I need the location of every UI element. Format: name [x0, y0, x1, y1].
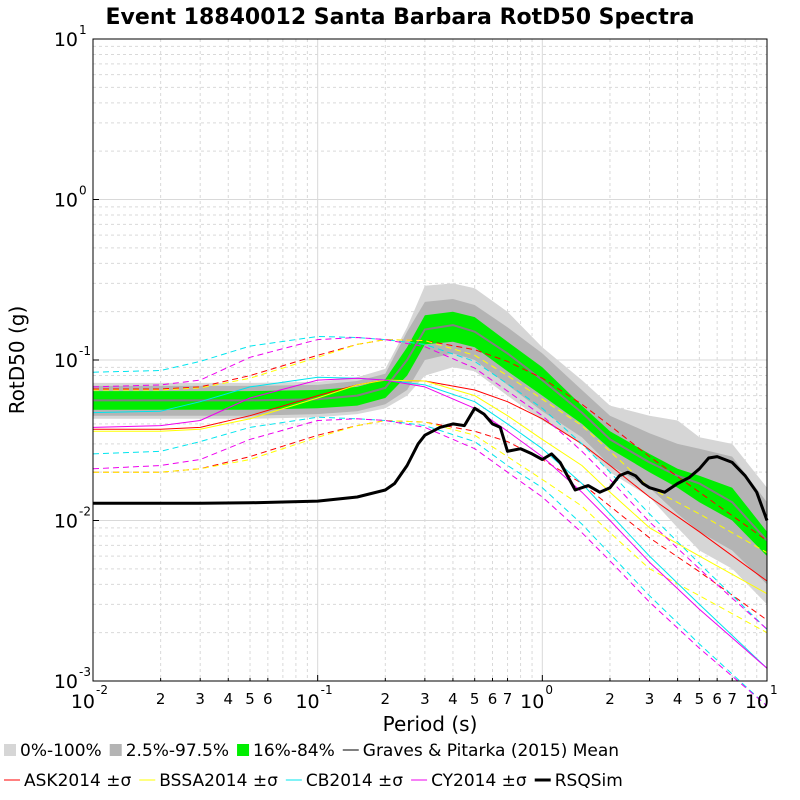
x-minor-tick-label: 6	[488, 690, 498, 708]
legend-label: ASK2014 ±σ	[24, 771, 131, 791]
legend-item-graves-pitarka-2015-mean: Graves & Pitarka (2015) Mean	[342, 741, 619, 761]
series-cb2014-dashed	[92, 416, 768, 707]
legend-item-2-5-97-5: 2.5%-97.5%	[109, 741, 229, 761]
legend-swatch	[4, 744, 16, 756]
x-minor-tick-label: 7	[727, 690, 737, 708]
legend-item-bssa2014: BSSA2014 ±σ	[139, 771, 278, 791]
x-minor-tick-label: 4	[448, 690, 458, 708]
series-rsqsim	[93, 406, 769, 522]
series-bssa2014-dashed	[93, 339, 768, 554]
series-cy2014	[92, 377, 768, 669]
series-ask2014	[93, 379, 768, 582]
y-tick-label: 10	[54, 671, 78, 693]
x-minor-tick-label: 4	[673, 690, 683, 708]
series-cb2014	[92, 376, 768, 669]
x-tick-label: 10	[71, 691, 95, 713]
legend-label: RSQSim	[555, 771, 623, 791]
series-bssa2014	[93, 379, 768, 595]
y-tick-label: 10	[54, 29, 78, 51]
y-tick-exponent: -1	[79, 344, 91, 358]
x-minor-tick-label: 3	[645, 690, 655, 708]
legend-item-rsqsim: RSQSim	[534, 771, 623, 791]
x-tick-exponent: 0	[545, 683, 553, 697]
x-minor-tick-label: 3	[195, 690, 205, 708]
legend-label: CB2014 ±σ	[306, 771, 403, 791]
y-tick-exponent: -3	[79, 665, 91, 679]
x-minor-tick-label: 5	[695, 690, 705, 708]
x-tick-exponent: 1	[770, 683, 778, 697]
band-2-5-97-5	[93, 299, 767, 585]
y-tick-exponent: -2	[79, 505, 91, 519]
legend-item-cy2014: CY2014 ±σ	[411, 771, 527, 791]
y-axis-label: RotD50 (g)	[5, 306, 29, 415]
x-minor-tick-label: 2	[605, 690, 615, 708]
y-tick-exponent: 0	[79, 184, 87, 198]
series-cb2014-dashed	[92, 336, 768, 630]
y-tick-label: 10	[54, 190, 78, 212]
legend-label: BSSA2014 ±σ	[159, 771, 278, 791]
x-tick-exponent: -1	[321, 683, 333, 697]
x-minor-tick-label: 7	[503, 690, 513, 708]
x-minor-tick-label: 3	[420, 690, 430, 708]
legend-item-ask2014: ASK2014 ±σ	[4, 771, 131, 791]
legend-swatch	[109, 744, 122, 756]
series-ask2014-dashed	[93, 420, 768, 621]
series-graves-pitarka-2015-mean	[93, 324, 768, 542]
x-tick-label: 10	[520, 691, 544, 713]
legend-label: 16%-84%	[253, 741, 335, 761]
x-minor-tick-label: 2	[156, 690, 166, 708]
x-tick-label: 10	[745, 691, 769, 713]
percentile-bands	[93, 283, 767, 605]
y-tick-label: 10	[54, 350, 78, 372]
series-cy2014-dashed	[92, 337, 768, 630]
series-cy2014-dashed	[92, 418, 768, 707]
x-minor-tick-label: 6	[263, 690, 273, 708]
series-bssa2014-dashed	[93, 420, 768, 634]
legend-item-cb2014: CB2014 ±σ	[285, 771, 403, 791]
x-minor-tick-label: 6	[712, 690, 722, 708]
legend-label: 0%-100%	[20, 741, 102, 761]
legend-item-0-100: 0%-100%	[4, 741, 102, 761]
legend-label: CY2014 ±σ	[431, 771, 527, 791]
series-ask2014-dashed	[93, 339, 768, 542]
legend-swatch	[237, 744, 250, 756]
chart-title: Event 18840012 Santa Barbara RotD50 Spec…	[106, 5, 695, 30]
x-tick-exponent: -2	[96, 683, 108, 697]
x-minor-tick-label: 5	[245, 690, 255, 708]
y-tick-label: 10	[54, 511, 78, 533]
x-axis-label: Period (s)	[383, 712, 478, 736]
x-minor-tick-label: 2	[381, 690, 391, 708]
y-tick-exponent: 1	[79, 23, 87, 37]
x-minor-tick-label: 4	[223, 690, 233, 708]
legend-item-16-84: 16%-84%	[237, 741, 335, 761]
legend-label: 2.5%-97.5%	[126, 741, 229, 761]
x-minor-tick-label: 5	[470, 690, 480, 708]
x-tick-label: 10	[295, 691, 319, 713]
legend-label: Graves & Pitarka (2015) Mean	[363, 741, 619, 761]
legend: 0%-100% 2.5%-97.5% 16%-84% Graves & Pitarka…	[4, 741, 623, 791]
series-lines	[92, 324, 769, 707]
